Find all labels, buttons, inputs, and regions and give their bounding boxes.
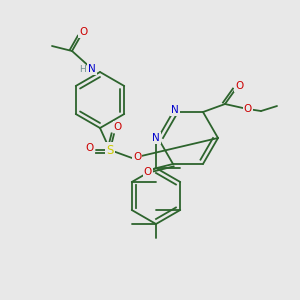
Text: N: N — [171, 105, 179, 115]
Text: H: H — [79, 65, 86, 74]
Text: O: O — [85, 143, 93, 153]
Text: N: N — [152, 133, 160, 143]
Text: S: S — [106, 143, 114, 157]
Text: O: O — [244, 104, 252, 114]
Text: N: N — [88, 64, 96, 74]
Text: O: O — [133, 152, 141, 162]
Text: O: O — [79, 27, 87, 37]
Text: O: O — [235, 81, 243, 91]
Text: O: O — [114, 122, 122, 132]
Text: O: O — [144, 167, 152, 177]
